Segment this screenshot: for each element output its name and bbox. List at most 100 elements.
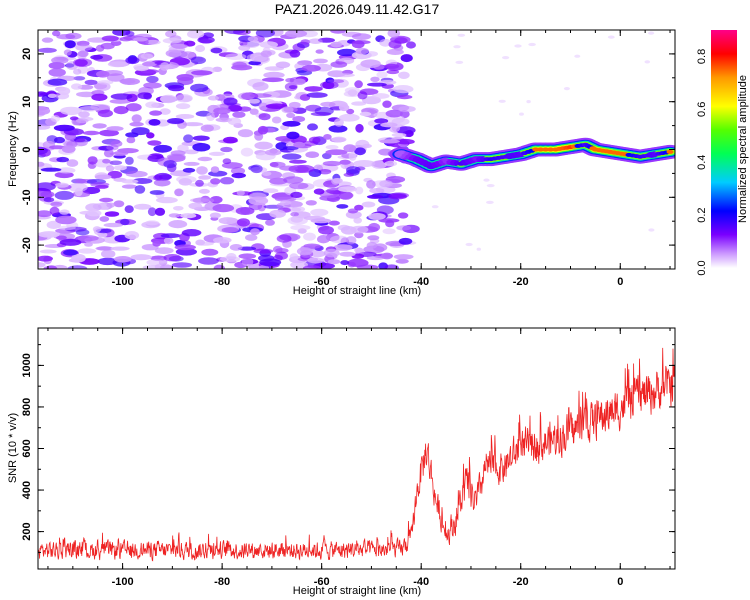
- heatmap-cell: [97, 257, 118, 266]
- heatmap-cell: [526, 100, 531, 104]
- heatmap-cell: [55, 215, 77, 225]
- heatmap-cell: [387, 30, 401, 38]
- heatmap-cell: [134, 65, 149, 72]
- heatmap-cell: [397, 212, 409, 219]
- heatmap-cell: [398, 105, 416, 113]
- heatmap-cell: [391, 132, 407, 138]
- heatmap-cell: [486, 200, 494, 204]
- snr-line: [38, 347, 675, 562]
- heatmap-cell: [163, 160, 177, 169]
- x-tick-label: -40: [413, 576, 429, 588]
- heatmap-cell: [212, 204, 235, 213]
- heatmap-cell: [192, 197, 215, 204]
- snr-panel: -100 -80 -60 -40 -20 0 200 400 600 800 1000 Height…: [7, 327, 676, 597]
- heatmap-cell: [131, 127, 150, 136]
- heatmap-cell: [367, 82, 387, 87]
- heatmap-cell: [218, 217, 237, 225]
- heatmap-cell: [133, 203, 152, 210]
- heatmap-cell: [238, 253, 257, 259]
- heatmap-cell: [229, 244, 243, 251]
- y-tick-label: 800: [21, 398, 33, 416]
- heatmap-cell: [293, 78, 306, 85]
- heatmap-cell: [354, 247, 364, 253]
- heatmap-cell: [258, 102, 268, 111]
- heatmap-cell: [249, 93, 272, 98]
- heatmap-cell: [210, 47, 223, 54]
- heatmap-cell: [96, 246, 113, 251]
- heatmap-y-axis-label: Frequency (Hz): [7, 111, 19, 187]
- heatmap-cell: [174, 188, 184, 197]
- y-tick-label: 600: [21, 439, 33, 457]
- heatmap-cell: [388, 193, 408, 200]
- heatmap-cell: [398, 71, 410, 80]
- heatmap-cell: [289, 253, 299, 261]
- heatmap-cell: [198, 188, 210, 194]
- heatmap-cell: [231, 172, 246, 179]
- heatmap-cell: [406, 41, 416, 49]
- heatmap-cell: [396, 225, 412, 231]
- heatmap-cell: [288, 164, 309, 174]
- heatmap-cell: [223, 97, 238, 106]
- heatmap-cell: [39, 249, 57, 254]
- heatmap-cell: [607, 35, 615, 39]
- heatmap-cell: [347, 208, 358, 214]
- heatmap-cell: [167, 118, 185, 124]
- heatmap-cell: [188, 202, 202, 210]
- heatmap-x-axis-label: Height of straight line (km): [293, 285, 421, 297]
- heatmap-cell: [395, 138, 415, 145]
- heatmap-cell: [315, 49, 324, 54]
- heatmap-cell: [310, 208, 329, 217]
- heatmap-cell: [223, 136, 238, 144]
- x-tick-label: 0: [617, 276, 623, 288]
- heatmap-cell: [46, 220, 61, 229]
- heatmap-cell: [330, 41, 343, 48]
- colorbar-tick-label: 0.2: [696, 207, 708, 222]
- heatmap-cell: [330, 61, 348, 68]
- heatmap-cell: [261, 171, 272, 177]
- heatmap-cell: [49, 206, 60, 215]
- heatmap-cell: [64, 40, 76, 49]
- heatmap-cell: [191, 70, 213, 76]
- heatmap-cell: [38, 161, 45, 167]
- heatmap-cell: [322, 152, 332, 160]
- heatmap-cell: [354, 204, 364, 211]
- heatmap-cell: [308, 38, 323, 44]
- heatmap-cell: [289, 182, 309, 190]
- heatmap-cell: [38, 255, 53, 262]
- heatmap-cell: [219, 177, 235, 185]
- heatmap-cell: [153, 174, 163, 181]
- heatmap-cell: [303, 265, 321, 269]
- heatmap-cell: [330, 30, 346, 34]
- heatmap-cell: [395, 258, 409, 264]
- heatmap-cell: [38, 262, 46, 268]
- heatmap-cell: [359, 111, 372, 117]
- heatmap-cell: [392, 85, 414, 94]
- heatmap-cell: [131, 114, 142, 123]
- snr-x-axis-label: Height of straight line (km): [293, 585, 421, 597]
- heatmap-cell: [250, 228, 260, 236]
- heatmap-cell: [384, 63, 400, 69]
- heatmap-cell: [167, 154, 186, 162]
- heatmap-cell: [275, 61, 291, 69]
- heatmap-cell: [254, 141, 273, 150]
- heatmap-cell: [49, 145, 66, 150]
- heatmap-cell: [133, 37, 149, 42]
- heatmap-cell: [374, 118, 389, 124]
- snr-y-axis-label: SNR (10 * v/v): [7, 413, 19, 483]
- heatmap-cell: [379, 38, 392, 47]
- heatmap-cell: [168, 213, 181, 218]
- heatmap-cell: [113, 150, 129, 156]
- heatmap-cell: [305, 200, 317, 206]
- heatmap-cell: [56, 34, 76, 40]
- heatmap-cell: [290, 191, 303, 198]
- heatmap-cell: [190, 56, 206, 65]
- x-tick-label: -100: [112, 276, 134, 288]
- y-tick-label: 10: [21, 96, 33, 108]
- heatmap-cell: [310, 111, 332, 117]
- heatmap-cell: [385, 109, 403, 118]
- heatmap-cell: [146, 75, 159, 83]
- heatmap-cell: [38, 124, 51, 130]
- heatmap-cell: [147, 207, 157, 217]
